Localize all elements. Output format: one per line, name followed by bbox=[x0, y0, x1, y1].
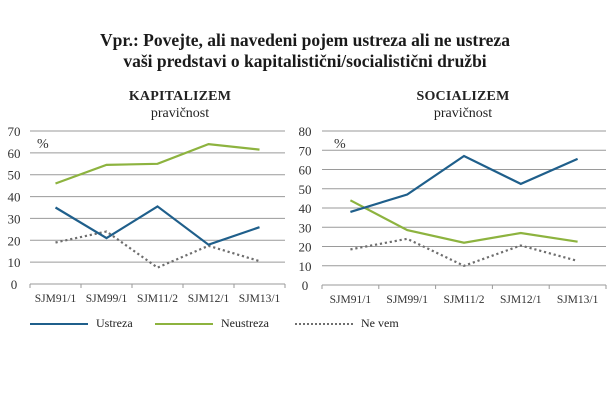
x-tick-label: SJM99/1 bbox=[386, 294, 428, 306]
legend-item-ustreza: Ustreza bbox=[30, 316, 133, 331]
y-tick-label: 40 bbox=[299, 201, 312, 216]
y-tick-label: 20 bbox=[8, 233, 21, 248]
x-tick-label: SJM13/1 bbox=[239, 293, 281, 305]
y-tick-label: 60 bbox=[8, 146, 21, 161]
right-chart-title: SOCIALIZEM pravičnost bbox=[363, 88, 563, 122]
y-tick-label: 50 bbox=[299, 182, 312, 197]
figure-title: Vpr.: Povejte, ali navedeni pojem ustrez… bbox=[0, 30, 610, 72]
title-line-2: vaši predstavi o kapitalistični/socialis… bbox=[123, 51, 487, 71]
legend: Ustreza Neustreza Ne vem bbox=[0, 316, 610, 332]
y-tick-label: 0 bbox=[302, 278, 309, 293]
x-tick-label: SJM13/1 bbox=[557, 294, 599, 306]
y-tick-label: 20 bbox=[299, 240, 312, 255]
legend-swatch-neustreza bbox=[155, 322, 213, 325]
series-line-ne-vem-socializem bbox=[350, 237, 578, 267]
y-tick-label: 50 bbox=[8, 168, 21, 183]
series-line-neustreza-kapitalizem bbox=[55, 142, 260, 185]
unit-label: % bbox=[37, 137, 49, 152]
x-tick-label: SJM12/1 bbox=[500, 294, 542, 306]
x-tick-label: SJM91/1 bbox=[330, 294, 372, 306]
y-tick-label: 10 bbox=[299, 259, 312, 274]
legend-item-ne-vem: Ne vem bbox=[295, 316, 399, 331]
x-tick-label: SJM91/1 bbox=[35, 293, 77, 305]
legend-label-ne-vem: Ne vem bbox=[361, 316, 399, 330]
legend-item-neustreza: Neustreza bbox=[155, 316, 269, 331]
unit-label: % bbox=[334, 137, 346, 152]
x-tick-label: SJM12/1 bbox=[188, 293, 230, 305]
y-tick-label: 30 bbox=[8, 211, 21, 226]
x-tick-label: SJM11/2 bbox=[137, 293, 178, 305]
legend-label-ustreza: Ustreza bbox=[96, 316, 133, 330]
right-chart-subtitle: pravičnost bbox=[433, 106, 493, 121]
y-tick-label: 70 bbox=[299, 143, 312, 158]
right-chart-heading: SOCIALIZEM bbox=[416, 89, 510, 104]
y-tick-label: 80 bbox=[299, 124, 312, 139]
series-line-neustreza-socializem bbox=[349, 199, 578, 244]
left-chart-title: KAPITALIZEM pravičnost bbox=[80, 88, 280, 122]
y-tick-label: 60 bbox=[299, 163, 312, 178]
legend-label-neustreza: Neustreza bbox=[221, 316, 269, 330]
y-tick-label: 10 bbox=[8, 255, 21, 270]
y-tick-label: 0 bbox=[11, 277, 18, 292]
x-tick-label: SJM99/1 bbox=[86, 293, 128, 305]
x-tick-label: SJM11/2 bbox=[443, 294, 484, 306]
left-chart-subtitle: pravičnost bbox=[150, 106, 210, 121]
legend-swatch-ne-vem bbox=[295, 322, 353, 325]
series-line-ustreza-socializem bbox=[350, 154, 579, 213]
y-tick-label: 70 bbox=[8, 124, 21, 139]
y-tick-label: 30 bbox=[299, 220, 312, 235]
legend-swatch-ustreza bbox=[30, 322, 88, 325]
left-chart-heading: KAPITALIZEM bbox=[128, 89, 232, 104]
title-line-1: Vpr.: Povejte, ali navedeni pojem ustrez… bbox=[100, 30, 510, 50]
y-tick-label: 40 bbox=[8, 190, 21, 205]
